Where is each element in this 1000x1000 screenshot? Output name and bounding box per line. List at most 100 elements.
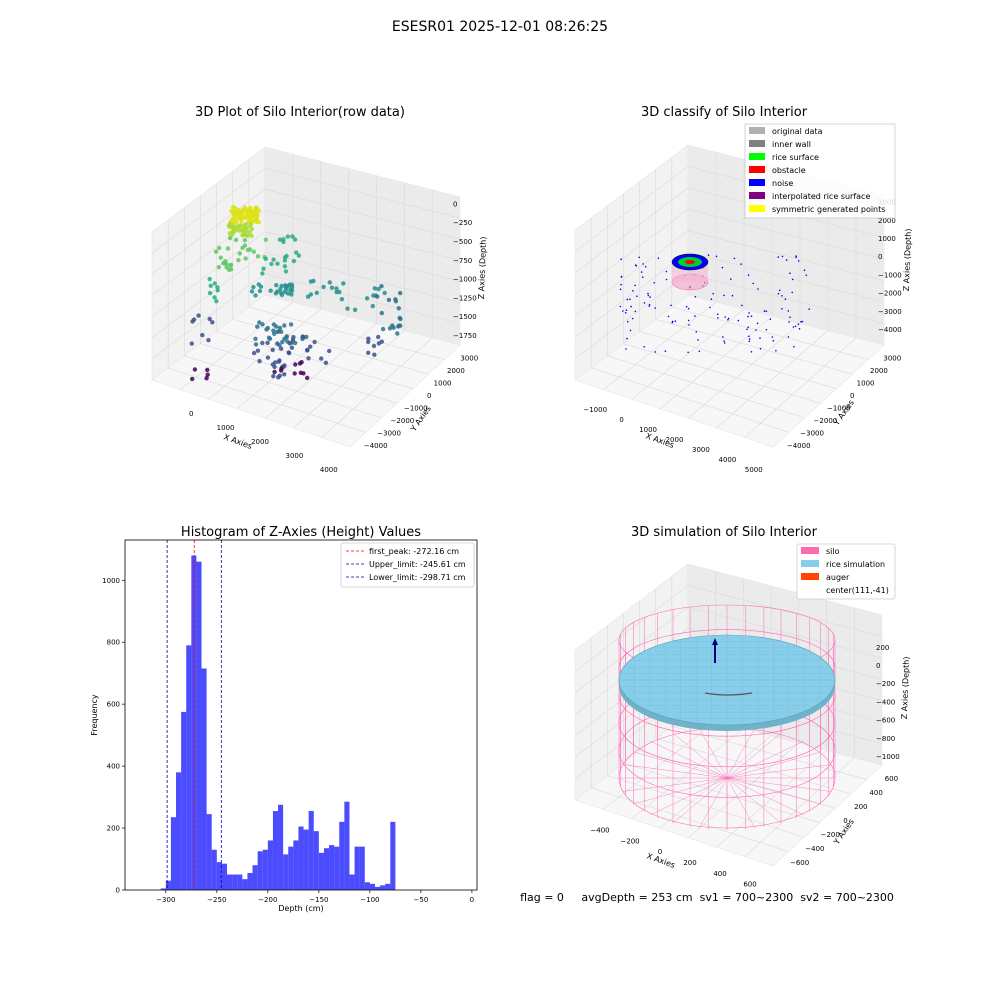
data-point (289, 292, 294, 297)
noise-point (619, 305, 622, 308)
y-tick-label: 3000 (883, 354, 901, 362)
y-tick-label: 2000 (870, 367, 888, 375)
x-tick-label: 0 (658, 848, 662, 856)
legend-label: Lower_limit: -298.71 cm (369, 573, 466, 582)
data-point (285, 284, 290, 289)
histogram-bar (181, 711, 187, 890)
data-point (253, 205, 259, 210)
data-point (207, 316, 212, 322)
data-point (314, 290, 319, 295)
data-point (206, 338, 211, 343)
z-tick-label: 0 (453, 200, 457, 208)
noise-point (647, 294, 650, 297)
noise-point (634, 310, 637, 313)
legend-label: original data (772, 127, 823, 136)
histogram-x-ticks: −300 −250 −200 −150 −100 −50 0 (156, 890, 474, 904)
data-point (300, 334, 305, 339)
noise-point (640, 271, 643, 273)
x-tick-label: 600 (743, 881, 756, 889)
noise-point (712, 292, 714, 295)
silo-spoke (698, 727, 728, 779)
grid-line (591, 367, 789, 433)
z-tick-label: 0 (878, 253, 882, 261)
data-point (371, 343, 377, 349)
legend-swatch (749, 140, 765, 147)
grid-line (744, 337, 857, 438)
noise-point (750, 315, 753, 318)
panel-simulation-title: 3D simulation of Silo Interior (631, 525, 818, 540)
data-point (283, 269, 289, 274)
noise-point (687, 351, 689, 354)
data-point (270, 347, 275, 353)
grid-line (687, 230, 885, 282)
data-point (277, 358, 282, 363)
data-point (216, 265, 222, 270)
data-point (260, 271, 265, 276)
noise-point (654, 307, 656, 309)
noise-point (787, 310, 790, 312)
grid-line (216, 331, 413, 390)
histogram-bar (349, 874, 355, 890)
data-point (286, 350, 292, 356)
noise-point (715, 255, 718, 258)
data-point (253, 342, 259, 347)
noise-point (687, 307, 690, 310)
histogram-bar (216, 862, 222, 890)
noise-point (808, 308, 810, 310)
legend-frame (796, 543, 896, 600)
grid-line (623, 343, 821, 404)
data-point (192, 367, 198, 372)
data-point (228, 267, 234, 272)
panel-raw-zlabel: Z Axies (Depth) (477, 236, 488, 299)
noise-point (722, 336, 724, 338)
grid-line (607, 355, 805, 419)
histogram-bar (385, 883, 391, 890)
surface-ridge (704, 692, 753, 696)
grid-line (631, 728, 744, 820)
noise-point (638, 256, 640, 259)
data-point (279, 283, 284, 289)
data-point (379, 339, 384, 344)
noise-point (772, 339, 775, 342)
data-point (243, 256, 248, 261)
data-point (393, 299, 399, 304)
legend-swatch (749, 127, 765, 134)
grid-line (151, 273, 266, 360)
x-tick-label: 0 (189, 410, 193, 418)
y-tick-label: 800 (107, 639, 120, 647)
panel-classify-title: 3D classify of Silo Interior (641, 105, 808, 120)
noise-point (724, 316, 726, 318)
data-point (271, 374, 276, 379)
data-point (212, 295, 217, 300)
noise-point (694, 295, 697, 298)
noise-point (781, 295, 783, 297)
histogram-bar (262, 849, 268, 890)
data-point (280, 339, 285, 345)
silo-spoke (650, 777, 728, 815)
noise-point (778, 289, 781, 292)
grid-line (687, 208, 885, 260)
panel-simulation-zlabel: Z Axies (Depth) (900, 656, 911, 719)
data-point (253, 213, 258, 219)
noise-point (748, 340, 751, 343)
data-point (257, 288, 263, 294)
grid-line (639, 750, 836, 809)
noise-point (791, 291, 793, 294)
noise-point (784, 298, 787, 301)
noise-point (620, 275, 623, 278)
footer-status: flag = 0 avgDepth = 253 cm sv1 = 700~230… (520, 891, 894, 904)
noise-point (765, 329, 768, 331)
histogram-bar (176, 772, 182, 890)
noise-point (747, 315, 749, 318)
grid-line (631, 309, 745, 400)
legend-swatch (801, 547, 819, 554)
histogram-bar (257, 851, 263, 890)
legend-swatch (801, 573, 819, 580)
data-point (398, 290, 403, 296)
histogram-legend: first_peak: -272.16 cm Upper_limit: -245.… (340, 542, 475, 588)
legend-label: noise (772, 179, 793, 188)
noise-point (748, 335, 750, 338)
data-point (341, 281, 346, 286)
grid-line (623, 762, 820, 824)
